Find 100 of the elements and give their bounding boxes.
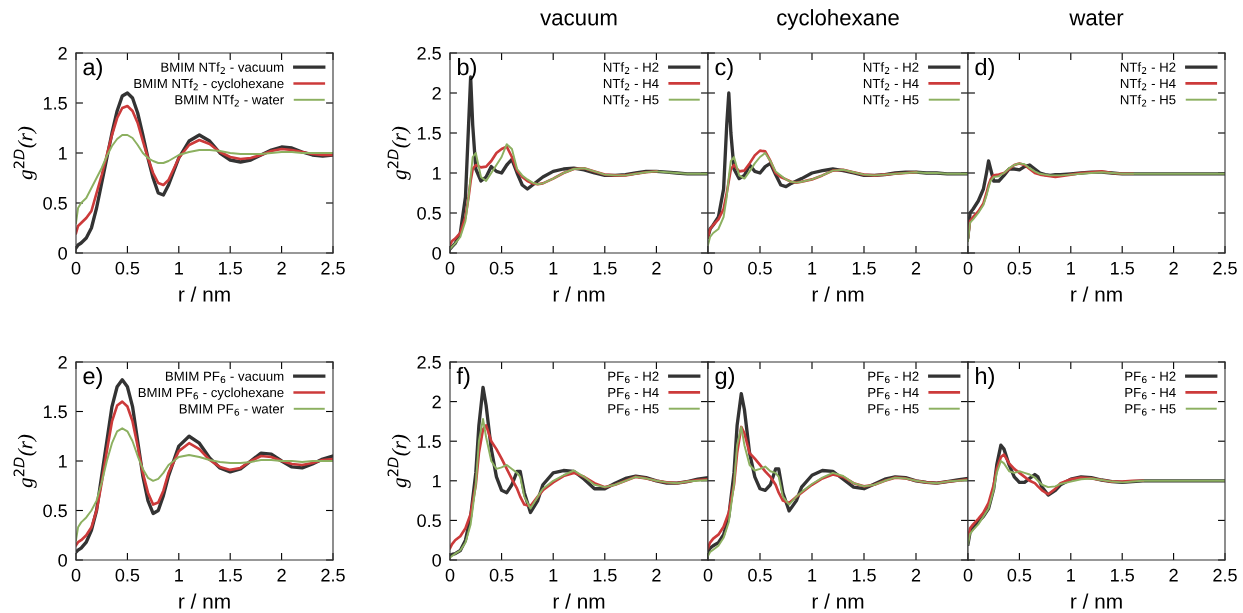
x-tick-label: 0.5 [489, 261, 514, 275]
x-tick-label: 0.5 [115, 261, 140, 275]
x-axis-title: r / nm [179, 286, 230, 302]
y-tick-label: 1.5 [43, 97, 67, 110]
x-tick-label: 1.5 [593, 569, 617, 582]
x-axis-title: r / nm [1071, 286, 1122, 302]
x-tick-label: 1.5 [852, 262, 876, 275]
y-axis-title: g$^{2D}$(r) [387, 434, 411, 488]
legend-label: NTf$_{2}$ - H2 [1120, 62, 1176, 74]
x-axis-title: r / nm [553, 593, 605, 609]
y-tick-label: 2 [432, 86, 441, 100]
y-tick-label: 2.5 [417, 355, 441, 369]
y-axis-title: g$^{2D}$(r) [13, 126, 37, 180]
x-tick-label: 2 [1169, 568, 1178, 582]
legend-label: PF$_{6}$ - H4 [868, 387, 919, 400]
y-tick-label: 2 [58, 355, 67, 369]
x-tick-label: 0.5 [748, 568, 772, 582]
x-tick-label: 2 [1169, 261, 1178, 275]
x-tick-label: 1.5 [219, 262, 242, 275]
annotation: f) [456, 366, 470, 389]
x-tick-label: 1 [549, 569, 558, 582]
x-tick-label: 1 [175, 569, 183, 582]
y-tick-label: 2 [432, 395, 441, 409]
x-tick-label: 1 [1067, 569, 1075, 582]
x-tick-label: 0.5 [115, 568, 140, 582]
x-tick-label: 0 [703, 568, 713, 582]
y-tick-label: 1 [433, 474, 441, 488]
legend-label: NTf$_{2}$ - H2 [603, 62, 659, 74]
y-tick-label: 1.5 [417, 435, 441, 448]
chart-title: water [1069, 10, 1124, 26]
legend-label: BMIM PF$_{6}$ - cyclohexane [138, 387, 284, 400]
annotation: a) [83, 58, 102, 80]
x-tick-label: 2 [911, 261, 921, 275]
y-tick-label: 2.5 [417, 46, 441, 60]
y-tick-label: 0 [58, 553, 67, 567]
legend-label: NTf$_{2}$ - H5 [603, 94, 659, 107]
x-tick-label: 1.5 [219, 569, 242, 582]
legend-label: NTf$_{2}$ - H5 [863, 94, 919, 107]
annotation: e) [83, 366, 102, 389]
y-axis-title: g$^{2D}$(r) [13, 434, 37, 488]
x-tick-label: 2.5 [321, 261, 345, 275]
legend-label: NTf$_{2}$ - H5 [1120, 94, 1176, 107]
x-tick-label: 1 [549, 262, 558, 275]
x-tick-label: 2 [652, 568, 661, 582]
y-tick-label: 2 [58, 46, 67, 60]
x-tick-label: 0 [71, 261, 81, 275]
x-tick-label: 0 [445, 568, 455, 582]
x-tick-label: 2 [277, 568, 286, 582]
x-axis-title: r / nm [553, 286, 605, 302]
chart-title: vacuum [540, 13, 617, 26]
legend-label: PF$_{6}$ - H2 [868, 371, 919, 384]
x-tick-label: 2.5 [1213, 568, 1237, 582]
x-tick-label: 1 [1067, 262, 1075, 275]
legend-label: PF$_{6}$ - H5 [868, 404, 919, 416]
annotation: d) [975, 58, 994, 80]
x-axis-title: r / nm [812, 593, 864, 609]
x-tick-label: 2 [911, 568, 921, 582]
x-tick-label: 2.5 [1213, 261, 1237, 275]
x-tick-label: 1.5 [852, 569, 876, 582]
legend-label: PF$_{6}$ - H5 [1125, 404, 1176, 416]
legend-label: PF$_{6}$ - H4 [608, 387, 659, 400]
x-tick-label: 1 [808, 569, 817, 582]
y-tick-label: 0.5 [417, 206, 441, 220]
legend-label: NTf$_{2}$ - H4 [603, 78, 659, 91]
x-tick-label: 0 [963, 568, 973, 582]
legend-label: BMIM NTf$_{2}$ - water [175, 94, 284, 107]
x-axis-title: r / nm [1071, 593, 1122, 609]
legend-label: BMIM PF$_{6}$ - vacuum [165, 371, 284, 384]
legend-label: BMIM PF$_{6}$ - water [179, 404, 284, 416]
legend-label: PF$_{6}$ - H2 [1125, 371, 1176, 384]
legend-label: BMIM NTf$_{2}$ - vacuum [161, 62, 284, 74]
x-tick-label: 2 [652, 261, 661, 275]
x-tick-label: 0.5 [1007, 261, 1032, 275]
y-tick-label: 0 [432, 553, 441, 567]
chart-title: cyclohexane [777, 9, 899, 30]
x-tick-label: 0 [71, 568, 81, 582]
legend-label: NTf$_{2}$ - H4 [863, 78, 919, 91]
x-tick-label: 0 [963, 261, 973, 275]
y-tick-label: 0.5 [43, 196, 67, 210]
x-tick-label: 1.5 [1111, 569, 1134, 582]
y-tick-label: 1.5 [417, 127, 441, 140]
x-tick-label: 1 [175, 262, 183, 275]
legend-label: PF$_{6}$ - H2 [608, 371, 659, 384]
x-tick-label: 2.5 [321, 568, 345, 582]
x-tick-label: 0.5 [1007, 568, 1032, 582]
annotation: g) [715, 366, 735, 389]
y-tick-label: 0 [432, 246, 441, 260]
x-tick-label: 2 [277, 261, 286, 275]
x-axis-title: r / nm [812, 286, 864, 302]
annotation: b) [457, 58, 476, 80]
y-tick-label: 0 [58, 246, 67, 260]
legend-label: PF$_{6}$ - H5 [608, 404, 659, 416]
y-tick-label: 1 [59, 455, 67, 468]
y-tick-label: 0.5 [43, 504, 67, 518]
y-tick-label: 1.5 [43, 405, 67, 419]
legend-label: BMIM NTf$_{2}$ - cyclohexane [134, 78, 284, 91]
annotation: h) [976, 366, 994, 389]
x-tick-label: 1.5 [593, 262, 617, 275]
y-tick-label: 1 [433, 167, 441, 180]
x-tick-label: 1.5 [1111, 262, 1134, 275]
